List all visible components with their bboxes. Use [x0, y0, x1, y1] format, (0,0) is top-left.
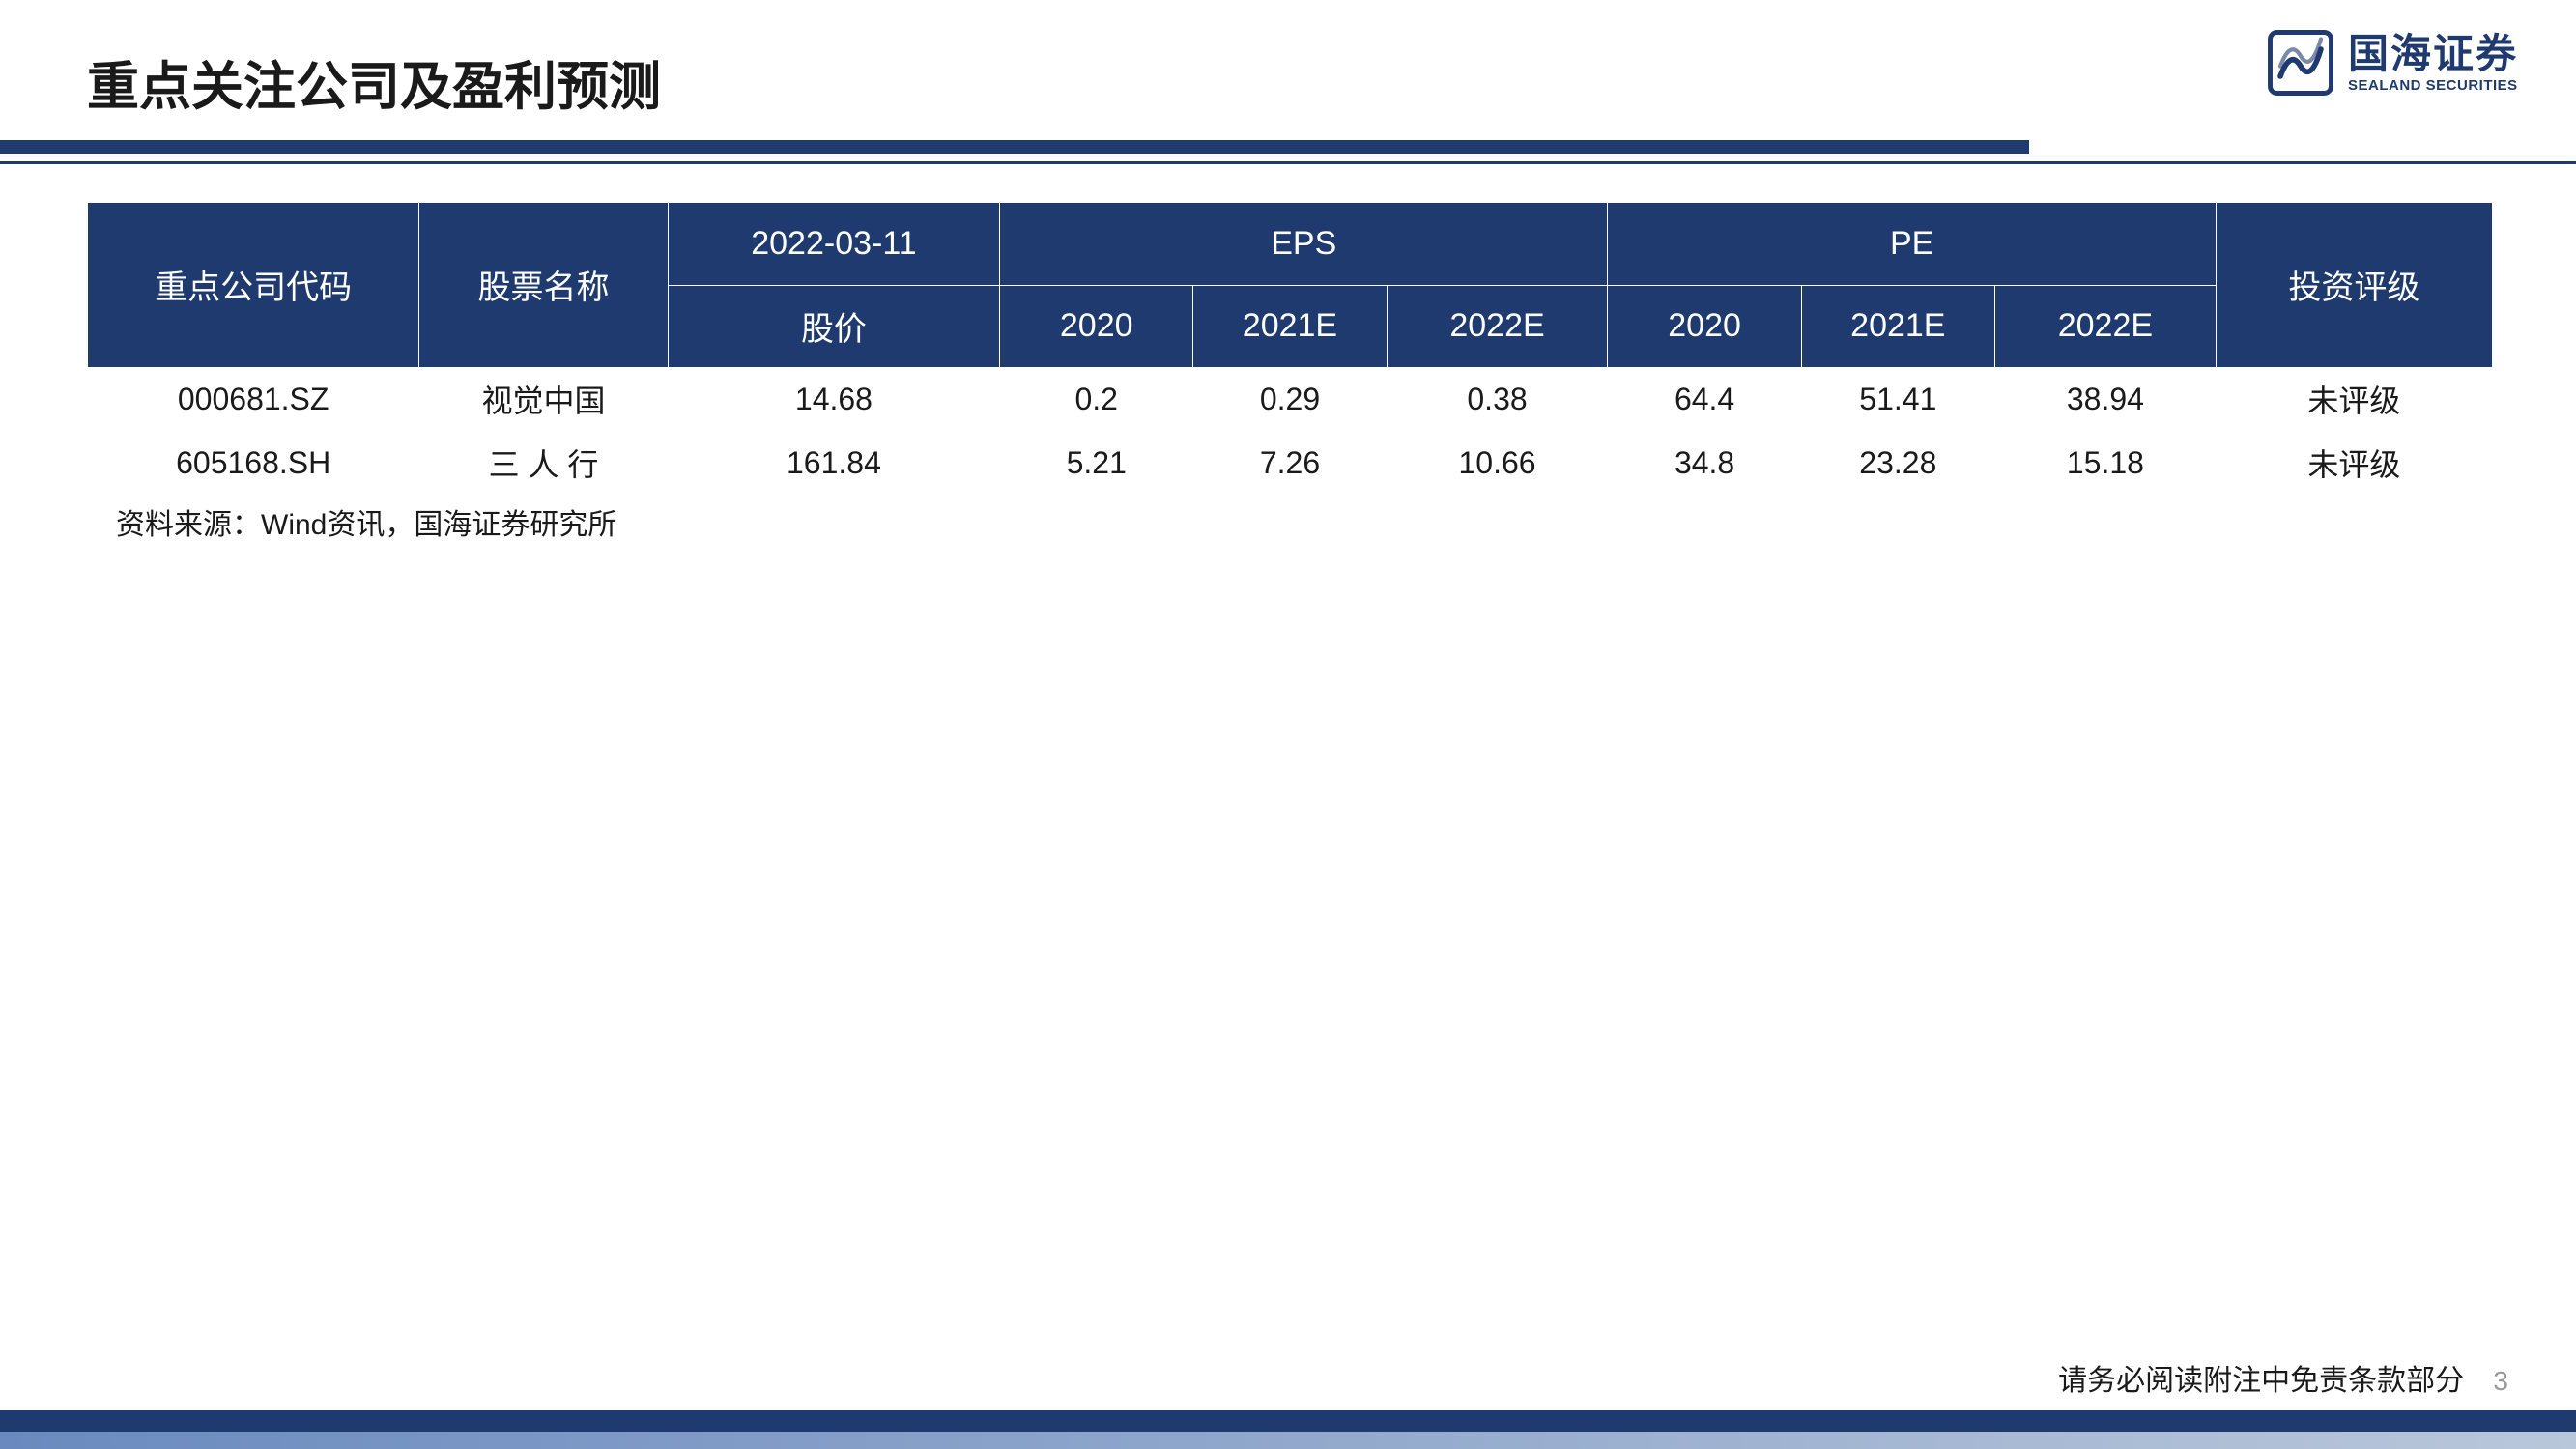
th-eps-y3: 2022E: [1387, 285, 1608, 367]
cell-pe: 38.94: [1994, 367, 2216, 431]
cell-code: 605168.SH: [88, 431, 419, 495]
cell-pe: 34.8: [1608, 431, 1801, 495]
brand-logo: 国海证券 SEALAND SECURITIES: [2267, 29, 2518, 97]
cell-name: 视觉中国: [419, 367, 668, 431]
cell-pe: 23.28: [1801, 431, 1994, 495]
th-date: 2022-03-11: [668, 203, 999, 285]
table-row: 605168.SH 三 人 行 161.84 5.21 7.26 10.66 3…: [88, 431, 2493, 495]
cell-pe: 51.41: [1801, 367, 1994, 431]
th-name: 股票名称: [419, 203, 668, 367]
th-pe: PE: [1608, 203, 2216, 285]
cell-eps: 0.38: [1387, 367, 1608, 431]
th-pe-y2: 2021E: [1801, 285, 1994, 367]
cell-rating: 未评级: [2216, 367, 2492, 431]
cell-code: 000681.SZ: [88, 367, 419, 431]
cell-rating: 未评级: [2216, 431, 2492, 495]
cell-eps: 5.21: [1000, 431, 1193, 495]
cell-price: 14.68: [668, 367, 999, 431]
cell-eps: 10.66: [1387, 431, 1608, 495]
th-rating: 投资评级: [2216, 203, 2492, 367]
cell-name: 三 人 行: [419, 431, 668, 495]
cell-eps: 0.2: [1000, 367, 1193, 431]
page-number: 3: [2493, 1366, 2508, 1396]
page-title: 重点关注公司及盈利预测: [87, 43, 661, 120]
th-pe-y3: 2022E: [1994, 285, 2216, 367]
header: 重点关注公司及盈利预测 国海证券 SEALAND SECURITIES: [0, 0, 2576, 150]
th-pe-y1: 2020: [1608, 285, 1801, 367]
th-eps-y2: 2021E: [1193, 285, 1387, 367]
th-eps: EPS: [1000, 203, 1608, 285]
brand-logo-icon: [2267, 29, 2334, 97]
cell-pe: 15.18: [1994, 431, 2216, 495]
header-rule-thin: [0, 161, 2576, 164]
th-code: 重点公司代码: [88, 203, 419, 367]
cell-eps: 7.26: [1193, 431, 1387, 495]
cell-pe: 64.4: [1608, 367, 1801, 431]
table-header: 重点公司代码 股票名称 2022-03-11 EPS PE 投资评级 股价 20…: [88, 203, 2493, 367]
stock-table: 重点公司代码 股票名称 2022-03-11 EPS PE 投资评级 股价 20…: [87, 203, 2493, 495]
content-area: 重点公司代码 股票名称 2022-03-11 EPS PE 投资评级 股价 20…: [87, 203, 2493, 543]
header-rule-thick: [0, 140, 2029, 154]
source-note: 资料来源：Wind资讯，国海证券研究所: [116, 500, 2493, 543]
footer-rule-gradient: [0, 1432, 2576, 1449]
disclaimer-text: 请务必阅读附注中免责条款部分: [2058, 1365, 2464, 1397]
brand-name-en: SEALAND SECURITIES: [2348, 78, 2518, 93]
cell-eps: 0.29: [1193, 367, 1387, 431]
footer: 请务必阅读附注中免责条款部分 3: [0, 1356, 2576, 1449]
cell-price: 161.84: [668, 431, 999, 495]
footer-text: 请务必阅读附注中免责条款部分 3: [0, 1356, 2576, 1399]
footer-rule-thick: [0, 1410, 2576, 1432]
brand-logo-text: 国海证券 SEALAND SECURITIES: [2348, 34, 2518, 93]
table-row: 000681.SZ 视觉中国 14.68 0.2 0.29 0.38 64.4 …: [88, 367, 2493, 431]
th-eps-y1: 2020: [1000, 285, 1193, 367]
table-body: 000681.SZ 视觉中国 14.68 0.2 0.29 0.38 64.4 …: [88, 367, 2493, 495]
brand-name-cn: 国海证券: [2348, 34, 2518, 74]
th-price: 股价: [668, 285, 999, 367]
